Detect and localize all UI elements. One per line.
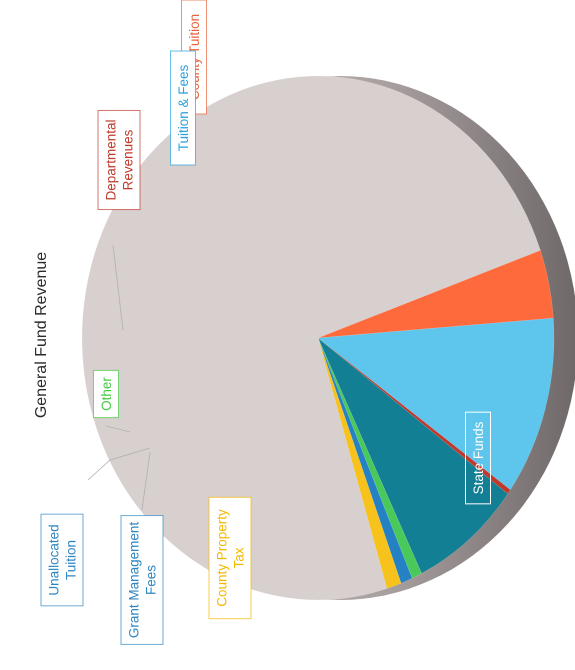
leader-line-other [105, 425, 131, 433]
leader-line-departmental-revenues [112, 244, 124, 331]
slice-label-tuition-and-fees: Tuition & Fees [170, 50, 196, 166]
pie-slice-county-tuition [317, 250, 554, 339]
pie-slice-unallocated-tuition [317, 337, 509, 574]
slice-label-unallocated-tuition: Unallocated Tuition [40, 513, 84, 607]
label-leader-lines [87, 244, 151, 511]
pie-slice-other [317, 337, 422, 579]
slice-label-text: Unallocated [46, 524, 61, 595]
pie-slice-county-property-tax [317, 337, 402, 589]
slice-label-text: Revenues [120, 129, 135, 190]
slice-label-box [40, 513, 84, 607]
slice-label-box [97, 109, 141, 211]
slice-label-text: County Property [214, 509, 229, 607]
slice-label-departmental-revenues: Departmental Revenues [97, 109, 141, 211]
slice-label-text: Tuition & Fees [176, 64, 191, 151]
leader-line-grant-management-fees [141, 451, 151, 511]
slice-label-text: Other [99, 377, 114, 411]
slice-label-text: Tuition [63, 540, 78, 580]
slice-label-box [465, 411, 491, 505]
slice-label-text: Fees [143, 565, 158, 595]
slice-label-text: Departmental [103, 119, 118, 200]
slice-label-grant-management-fees: Grant Management Fees [120, 515, 164, 645]
leader-line-unallocated-tuition [87, 447, 151, 481]
slice-label-county-property-tax: County Property Tax [208, 496, 252, 620]
slice-label-box [170, 50, 196, 166]
slice-label-text: Tax [231, 547, 246, 568]
slice-label-box [93, 369, 119, 419]
pie-slice-departmental-revenues [317, 337, 511, 495]
slice-label-text: Grant Management [126, 522, 141, 639]
slice-label-box [208, 496, 252, 620]
chart-title: General Fund Revenue [33, 252, 50, 418]
pie-slice-tuition-and-fees [317, 317, 555, 491]
slice-label-other: Other [93, 369, 119, 419]
pie-slices [81, 75, 555, 601]
slice-label-text: State Funds [471, 421, 486, 494]
slice-label-box [120, 515, 164, 645]
pie-slice-grant-management-fees [317, 337, 413, 584]
slice-label-state-funds: State Funds [465, 411, 491, 505]
